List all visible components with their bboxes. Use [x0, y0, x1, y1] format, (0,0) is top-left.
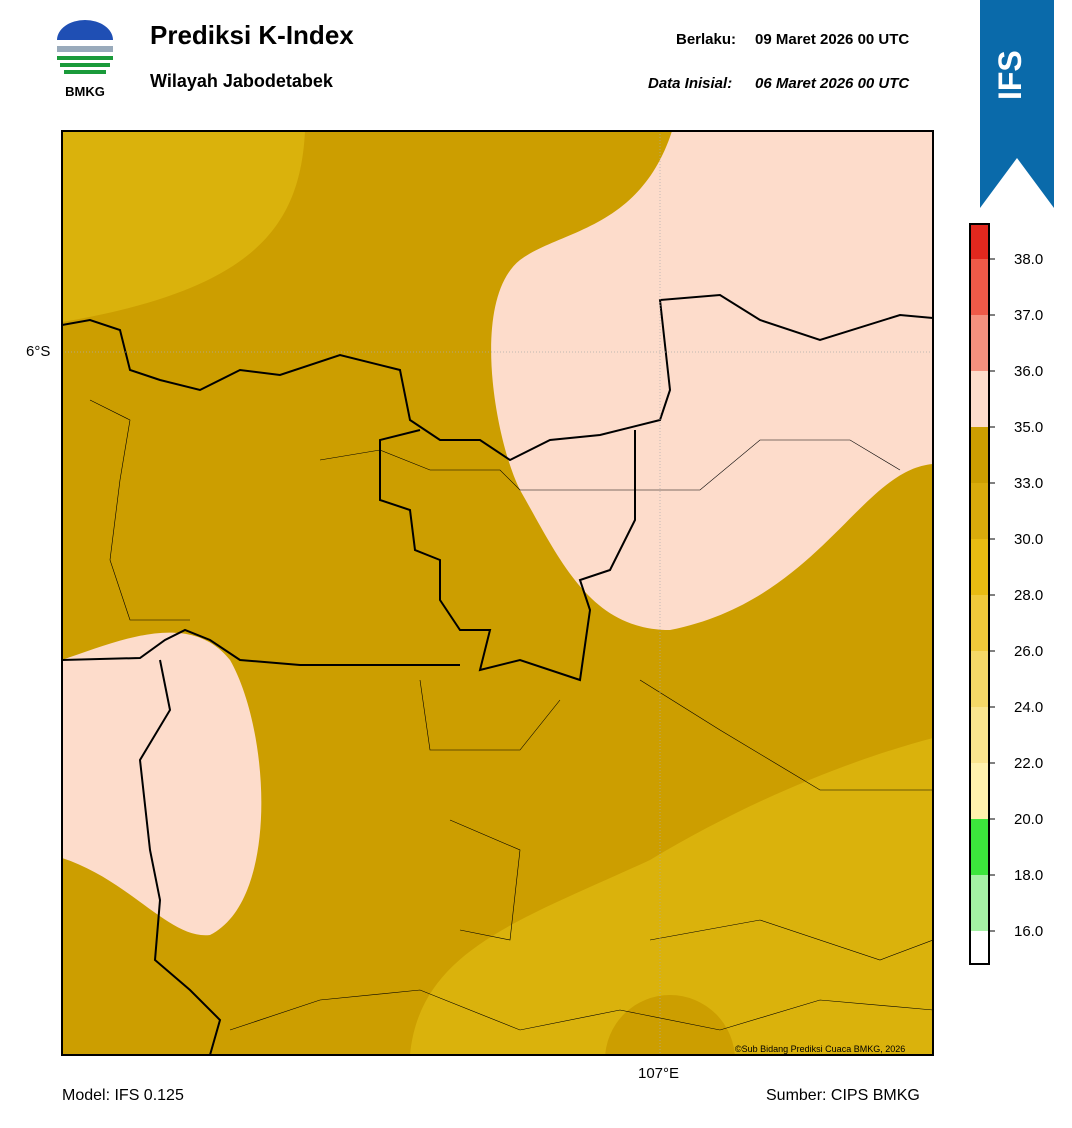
- map-frame: [61, 130, 934, 1056]
- init-label: Data Inisial:: [648, 75, 733, 92]
- colorbar-label: 37.0: [1014, 307, 1043, 324]
- colorbar-segment: [970, 651, 989, 707]
- footer-model: Model: IFS 0.125: [62, 1087, 184, 1104]
- footer-source: Sumber: CIPS BMKG: [766, 1087, 920, 1104]
- colorbar-segment: [970, 427, 989, 483]
- colorbar-label: 24.0: [1014, 699, 1043, 716]
- colorbar-label: 38.0: [1014, 251, 1043, 268]
- colorbar-label: 36.0: [1014, 363, 1043, 380]
- colorbar-segment: [970, 224, 989, 259]
- colorbar-segment: [970, 875, 989, 931]
- colorbar-label: 18.0: [1014, 867, 1043, 884]
- colorbar-segment: [970, 819, 989, 875]
- lat-label: 6°S: [26, 343, 51, 360]
- colorbar-label: 16.0: [1014, 923, 1043, 940]
- colorbar-label: 22.0: [1014, 755, 1043, 772]
- colorbar-segment: [970, 707, 989, 763]
- colorbar-segment: [970, 259, 989, 315]
- colorbar-label: 33.0: [1014, 475, 1043, 492]
- map: [62, 131, 933, 1055]
- badge: [980, 0, 1054, 208]
- colorbar-label: 26.0: [1014, 643, 1043, 660]
- colorbar-label: 28.0: [1014, 587, 1043, 604]
- colorbar-label: 20.0: [1014, 811, 1043, 828]
- colorbar-segment: [970, 931, 989, 964]
- valid-value: 09 Maret 2026 00 UTC: [755, 31, 910, 48]
- colorbar-frame: [969, 223, 990, 965]
- colorbar-segment: [970, 539, 989, 595]
- logo-text: BMKG: [65, 84, 105, 99]
- colorbar: 38.0 37.0 36.0 35.0 33.0 30.0 28.0 26.0 24.0 22.0…: [970, 224, 1043, 964]
- lon-label: 107°E: [638, 1065, 680, 1082]
- title: Prediksi K-Index: [150, 20, 354, 50]
- subtitle: Wilayah Jabodetabek: [150, 71, 333, 91]
- valid-label: Berlaku:: [676, 31, 737, 48]
- copyright: ©Sub Bidang Prediksi Cuaca BMKG, 2026: [735, 1044, 906, 1054]
- model-badge: IFS: [992, 50, 1028, 100]
- colorbar-segment: [970, 371, 989, 427]
- init-value: 06 Maret 2026 00 UTC: [755, 75, 910, 92]
- colorbar-segment: [970, 595, 989, 651]
- colorbar-label: 35.0: [1014, 419, 1043, 436]
- colorbar-segment: [970, 483, 989, 539]
- colorbar-segment: [970, 763, 989, 819]
- colorbar-segment: [970, 315, 989, 371]
- colorbar-label: 30.0: [1014, 531, 1043, 548]
- logo: [57, 20, 113, 74]
